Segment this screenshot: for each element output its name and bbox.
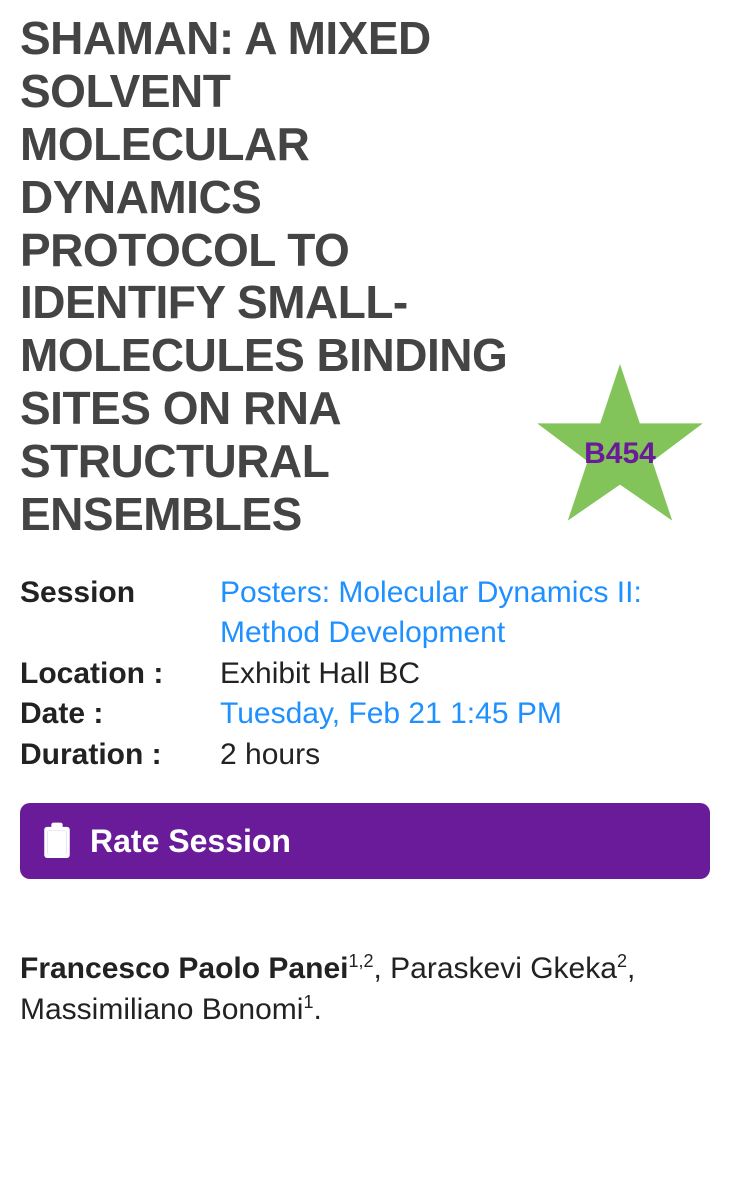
authors-list: Francesco Paolo Panei1,2, Paraskevi Gkek…	[20, 949, 710, 1030]
meta-duration-value: 2 hours	[220, 735, 710, 776]
meta-location-label: Location :	[20, 654, 220, 695]
clipboard-icon	[40, 821, 74, 861]
meta-location-value: Exhibit Hall BC	[220, 654, 710, 695]
rate-session-label: Rate Session	[90, 823, 291, 860]
meta-date-value[interactable]: Tuesday, Feb 21 1:45 PM	[220, 694, 710, 735]
session-meta: Session Posters: Molecular Dynamics II: …	[20, 573, 710, 776]
session-title: SHAMAN: A MIXED SOLVENT MOLECULAR DYNAMI…	[20, 12, 522, 541]
meta-date-label: Date :	[20, 694, 220, 735]
meta-session-value[interactable]: Posters: Molecular Dynamics II: Method D…	[220, 573, 710, 654]
rate-session-button[interactable]: Rate Session	[20, 803, 710, 879]
meta-duration-label: Duration :	[20, 735, 220, 776]
meta-session-label: Session	[20, 573, 220, 654]
poster-code: B454	[530, 355, 710, 535]
poster-badge: B454	[530, 355, 710, 535]
